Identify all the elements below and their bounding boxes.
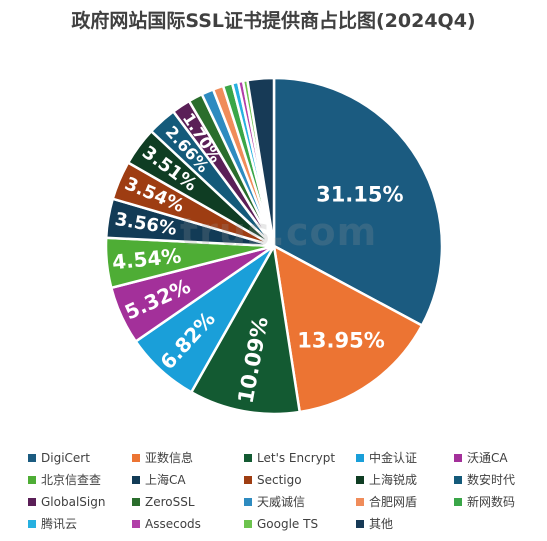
legend-item: 其他 (356, 517, 393, 531)
legend-label: 合肥网盾 (369, 495, 418, 509)
legend-label: 上海CA (145, 473, 186, 487)
legend-label: 天威诚信 (257, 495, 306, 509)
legend-swatch (132, 519, 140, 528)
legend-label: 上海锐成 (369, 473, 418, 487)
legend-label: 中金认证 (369, 451, 418, 465)
chart-title: 政府网站国际SSL证书提供商占比图(2024Q4) (71, 10, 476, 32)
legend-label: DigiCert (41, 451, 90, 465)
legend-item: 亚数信息 (132, 451, 193, 465)
legend-swatch (132, 497, 140, 506)
legend-label: Let's Encrypt (257, 451, 336, 465)
legend-label: 数安时代 (467, 473, 516, 487)
legend-swatch (28, 497, 36, 506)
legend-item: 北京信查查 (28, 473, 101, 487)
legend-item: ZeroSSL (132, 495, 195, 509)
legend-item: 上海CA (132, 473, 186, 487)
legend-label: 北京信查查 (41, 473, 102, 487)
legend-swatch (454, 475, 462, 484)
legend-swatch (454, 497, 462, 506)
legend-item: 腾讯云 (28, 517, 77, 531)
legend-swatch (28, 475, 36, 484)
legend-item: 天威诚信 (244, 495, 305, 509)
legend-label: GlobalSign (41, 495, 106, 509)
watermark: trus.com (180, 210, 378, 254)
pie-slice-1 (272, 243, 424, 414)
legend-item: 上海锐成 (356, 473, 417, 487)
legend-label: ZeroSSL (145, 495, 195, 509)
slice-label-0: 31.15% (316, 183, 403, 207)
legend-item: 沃通CA (454, 451, 508, 465)
legend-swatch (454, 453, 462, 462)
pie-chart: 31.15%13.95%10.09%6.82%5.32%4.54%3.56%3.… (104, 76, 444, 416)
legend-item: 合肥网盾 (356, 495, 417, 509)
legend-swatch (356, 475, 364, 484)
legend-item: Let's Encrypt (244, 451, 335, 465)
legend-item: Assecods (132, 517, 201, 531)
legend-item: GlobalSign (28, 495, 105, 509)
legend-label: Assecods (145, 517, 201, 531)
slice-label-1: 13.95% (297, 329, 384, 353)
legend-label: Sectigo (257, 473, 302, 487)
legend-item: 新网数码 (454, 495, 515, 509)
legend-swatch (356, 497, 364, 506)
pie-slice-18 (245, 76, 276, 247)
pie-slice-0 (272, 76, 444, 328)
legend-label: 沃通CA (467, 451, 508, 465)
legend-swatch (244, 497, 252, 506)
legend-swatch (132, 453, 140, 462)
legend-label: 新网数码 (467, 495, 516, 509)
legend-label: 腾讯云 (41, 517, 78, 531)
legend-swatch (244, 453, 252, 462)
legend-item: 中金认证 (356, 451, 417, 465)
legend-label: 亚数信息 (145, 451, 194, 465)
legend-swatch (244, 519, 252, 528)
legend-label: 其他 (369, 517, 394, 531)
legend-swatch (28, 453, 36, 462)
legend-label: Google TS (257, 517, 319, 531)
legend-swatch (28, 519, 36, 528)
pie-slices (104, 76, 444, 416)
legend-swatch (356, 519, 364, 528)
legend-swatch (356, 453, 364, 462)
legend-item: Sectigo (244, 473, 302, 487)
legend-item: Google TS (244, 517, 318, 531)
legend-item: DigiCert (28, 451, 90, 465)
legend-swatch (244, 475, 252, 484)
legend-swatch (132, 475, 140, 484)
pie-slice-2 (189, 242, 302, 416)
legend-item: 数安时代 (454, 473, 515, 487)
